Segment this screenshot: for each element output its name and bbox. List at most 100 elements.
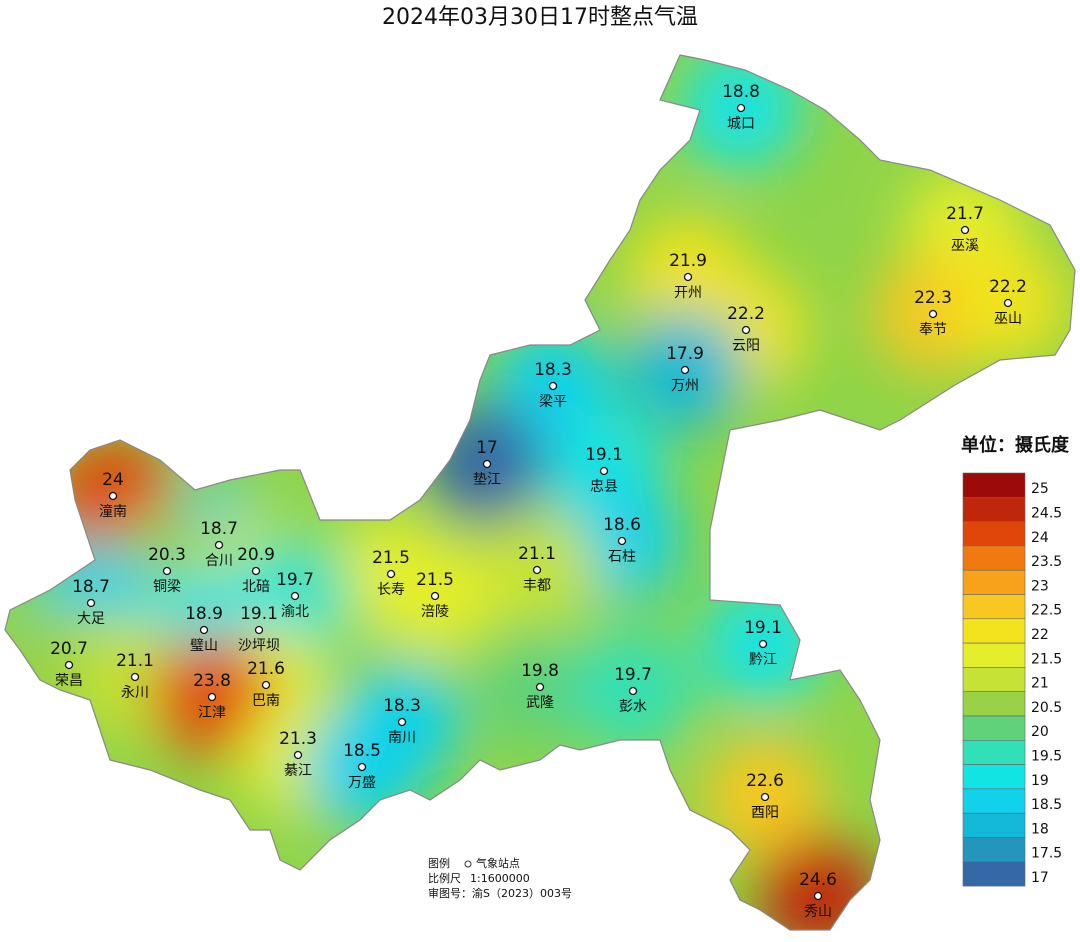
station-name: 梁平 xyxy=(539,394,567,410)
station-marker xyxy=(261,680,271,690)
station-marker xyxy=(928,309,938,319)
station-name: 南川 xyxy=(388,730,416,746)
temperature-field xyxy=(5,55,1075,930)
station-value: 18.7 xyxy=(72,577,110,597)
station-name: 酉阳 xyxy=(751,805,779,821)
legend-label: 18 xyxy=(1031,821,1049,837)
legend-label: 20.5 xyxy=(1031,700,1062,716)
legend-swatch xyxy=(962,739,1026,765)
legend-swatch xyxy=(962,837,1026,863)
legend-swatch xyxy=(962,764,1026,790)
legend-label: 22 xyxy=(1031,627,1049,643)
station-marker xyxy=(207,692,217,702)
station-name: 潼南 xyxy=(99,503,127,520)
station-name: 渝北 xyxy=(281,604,309,620)
legend-label: 24.5 xyxy=(1031,505,1062,521)
legend-label: 19 xyxy=(1031,773,1049,789)
station-marker xyxy=(397,717,407,727)
station-value: 20.7 xyxy=(50,639,88,659)
legend-label: 23 xyxy=(1031,578,1049,594)
station-marker xyxy=(357,762,367,772)
station-marker xyxy=(290,591,300,601)
scale-label: 比例尺 xyxy=(428,871,461,885)
station-value: 21.3 xyxy=(279,729,317,749)
station-name: 铜梁 xyxy=(153,579,181,595)
station-name: 彭水 xyxy=(619,699,647,715)
station-value: 21.1 xyxy=(116,651,154,671)
station-value: 19.7 xyxy=(614,665,652,685)
legend-swatch xyxy=(962,691,1026,717)
station-value: 21.5 xyxy=(372,548,410,568)
station-marker xyxy=(64,660,74,670)
legend-swatch xyxy=(962,569,1026,595)
legend-marker xyxy=(464,860,472,868)
station-value: 18.9 xyxy=(185,604,223,624)
station-value: 18.5 xyxy=(343,741,381,761)
station-name: 璧山 xyxy=(190,637,218,654)
station-marker xyxy=(535,682,545,692)
station-marker xyxy=(741,325,751,335)
station-value: 17.9 xyxy=(666,344,704,364)
station-marker xyxy=(960,225,970,235)
legend-swatch xyxy=(962,715,1026,741)
station-label: 气象站点 xyxy=(476,856,520,870)
station-value: 17 xyxy=(476,438,498,458)
legend-swatch xyxy=(962,667,1026,693)
station-name: 沙坪坝 xyxy=(238,638,280,654)
station-marker xyxy=(254,625,264,635)
station-value: 22.6 xyxy=(746,771,784,791)
station-marker xyxy=(617,536,627,546)
legend-swatch xyxy=(962,594,1026,620)
station-value: 23.8 xyxy=(193,671,231,691)
legend-swatch xyxy=(962,496,1026,522)
station-value: 21.9 xyxy=(669,251,707,271)
legend-label: 23.5 xyxy=(1031,554,1062,570)
station-value: 24 xyxy=(102,470,124,490)
station-name: 北碚 xyxy=(242,579,270,595)
station-value: 21.6 xyxy=(247,659,285,679)
station-value: 19.1 xyxy=(744,618,782,638)
station-value: 18.8 xyxy=(722,82,760,102)
legend-label: 24 xyxy=(1031,530,1049,546)
station-marker xyxy=(430,591,440,601)
station-marker xyxy=(199,625,209,635)
station-marker xyxy=(293,750,303,760)
station-value: 22.3 xyxy=(914,288,952,308)
station-name: 垫江 xyxy=(473,472,501,488)
legend-label: 17.5 xyxy=(1031,846,1062,862)
legend-swatch xyxy=(962,521,1026,547)
legend-label: 21 xyxy=(1031,676,1049,692)
station-marker xyxy=(214,540,224,550)
station-value: 21.7 xyxy=(946,204,984,224)
legend-swatch xyxy=(962,642,1026,668)
station-name: 江津 xyxy=(198,705,226,721)
station-marker xyxy=(599,466,609,476)
legend-swatch xyxy=(962,472,1026,498)
station-name: 城口 xyxy=(727,116,755,132)
station-marker xyxy=(813,891,823,901)
legend-label: 17 xyxy=(1031,870,1049,886)
station-marker xyxy=(628,686,638,696)
station-name: 丰都 xyxy=(523,578,551,594)
station-marker xyxy=(162,566,172,576)
station-marker xyxy=(683,272,693,282)
station-value: 18.7 xyxy=(200,519,238,539)
station-marker xyxy=(548,381,558,391)
notes: 图例 气象站点 比例尺 1:1600000 审图号：渝S（2023）003号 xyxy=(428,856,572,900)
station-name: 忠县 xyxy=(590,479,618,495)
station-value: 22.2 xyxy=(727,304,765,324)
station-value: 18.3 xyxy=(383,696,421,716)
station-name: 万州 xyxy=(671,378,699,394)
legend-swatch xyxy=(962,545,1026,571)
legend-label: 图例 xyxy=(428,856,450,870)
legend-swatch xyxy=(962,788,1026,814)
station-value: 18.3 xyxy=(534,360,572,380)
station-marker xyxy=(251,566,261,576)
legend-label: 22.5 xyxy=(1031,603,1062,619)
station-value: 22.2 xyxy=(989,277,1027,297)
station-value: 19.7 xyxy=(276,570,314,590)
station-name: 武隆 xyxy=(526,695,554,711)
legend-label: 18.5 xyxy=(1031,797,1062,813)
station-marker xyxy=(758,639,768,649)
